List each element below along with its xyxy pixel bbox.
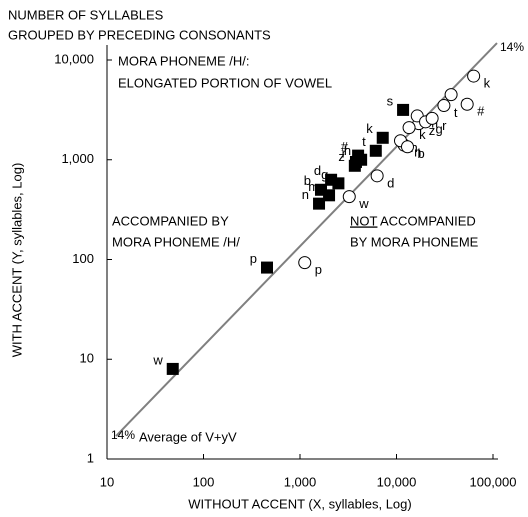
- x-tick-label: 10,000: [377, 474, 417, 489]
- point-label: d: [314, 163, 321, 178]
- circle-marker: [342, 190, 356, 204]
- reference-label: 14%: [500, 40, 524, 54]
- point-label: g: [321, 167, 328, 182]
- circle-marker: [437, 98, 451, 112]
- circle-marker: [370, 169, 384, 183]
- y-tick-label: 10,000: [54, 51, 94, 66]
- y-tick-label: 10: [80, 351, 94, 366]
- point-label: d: [387, 175, 394, 190]
- point-label: w: [152, 352, 163, 367]
- point-label: r: [342, 145, 347, 160]
- square-marker: [397, 103, 410, 116]
- series-label: ACCOMPANIED BY: [112, 213, 229, 228]
- point-label: p: [250, 251, 257, 266]
- point-label: #: [477, 104, 485, 119]
- series-label: NOT: [350, 213, 378, 228]
- square-marker: [352, 149, 365, 162]
- circle-marker: [460, 97, 474, 111]
- point-label: z: [429, 123, 436, 138]
- point-label: m: [308, 179, 319, 194]
- x-tick-label: 10: [100, 474, 114, 489]
- reference-label: 14%: [111, 428, 135, 442]
- y-tick-label: 1: [87, 450, 94, 465]
- point-label: b: [417, 146, 424, 161]
- square-marker: [166, 362, 179, 375]
- point-label: z: [338, 149, 345, 164]
- x-tick-label: 100,000: [470, 474, 517, 489]
- point-label: b: [304, 173, 311, 188]
- x-tick-label: 1,000: [284, 474, 317, 489]
- reference-line: [115, 42, 498, 437]
- point-label: s: [387, 93, 394, 108]
- circle-marker: [298, 256, 312, 270]
- square-marker: [313, 197, 326, 210]
- point-label: g: [436, 121, 443, 136]
- point-label: h: [410, 140, 417, 155]
- y-tick-label: 100: [72, 251, 94, 266]
- legend-note: ELONGATED PORTION OF VOWEL: [118, 75, 332, 90]
- point-label: t: [362, 134, 366, 149]
- point-label: k: [419, 127, 426, 142]
- x-tick-label: 100: [193, 474, 215, 489]
- point-label: r: [442, 118, 447, 133]
- legend-note: MORA PHONEME /H/:: [118, 53, 249, 68]
- series-label: MORA PHONEME /H/: [112, 234, 240, 249]
- square-marker: [369, 144, 382, 157]
- point-label: p: [315, 262, 322, 277]
- circle-marker: [425, 111, 439, 125]
- y-tick-label: 1,000: [61, 151, 94, 166]
- square-marker: [376, 131, 389, 144]
- point-label: h: [344, 143, 351, 158]
- point-label: t: [454, 105, 458, 120]
- point-label: w: [358, 196, 369, 211]
- chart-title: GROUPED BY PRECEDING CONSONANTS: [8, 27, 271, 42]
- point-label: k: [366, 121, 373, 136]
- point-label: n: [302, 187, 309, 202]
- y-axis-title: WITH ACCENT (Y, syllables, Log): [9, 163, 24, 358]
- square-marker: [323, 189, 336, 202]
- point-label: n: [414, 145, 421, 160]
- point-label: k: [484, 76, 491, 91]
- circle-marker: [402, 121, 416, 135]
- circle-marker: [467, 69, 481, 83]
- series-label: BY MORA PHONEME: [350, 234, 479, 249]
- reference-label: Average of V+yV: [139, 429, 237, 444]
- chart-title: NUMBER OF SYLLABLES: [8, 7, 164, 22]
- square-marker: [260, 261, 273, 274]
- circle-marker: [400, 140, 414, 154]
- series-label: ACCOMPANIED: [380, 213, 476, 228]
- point-label: #: [341, 139, 349, 154]
- x-axis-title: WITHOUT ACCENT (X, syllables, Log): [188, 496, 411, 511]
- square-marker: [332, 177, 345, 190]
- circle-marker: [444, 88, 458, 102]
